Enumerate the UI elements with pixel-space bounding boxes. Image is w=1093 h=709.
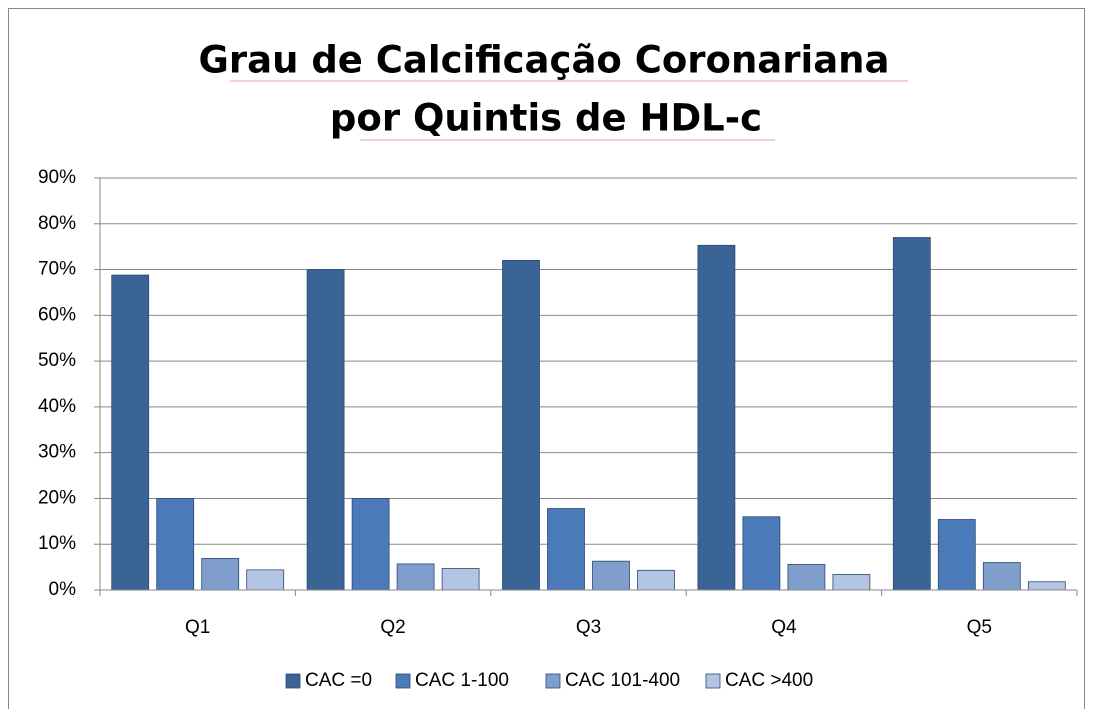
x-tick-label: Q3 — [576, 617, 601, 638]
y-tick-label: 50% — [38, 350, 76, 371]
y-tick-label: 60% — [38, 304, 76, 325]
bar — [111, 274, 150, 591]
legend-swatch — [705, 673, 721, 689]
x-tick-label: Q2 — [380, 617, 405, 638]
bar — [351, 498, 390, 591]
bar — [441, 568, 480, 591]
bar — [787, 563, 826, 591]
bar — [502, 259, 540, 591]
y-tick-label: 30% — [38, 442, 76, 463]
y-tick-label: 0% — [49, 579, 77, 600]
y-tick-label: 20% — [38, 487, 76, 508]
legend-swatch — [545, 673, 561, 689]
bar — [937, 519, 976, 591]
bar — [246, 569, 285, 591]
bar — [547, 508, 585, 591]
x-tick-label: Q4 — [771, 617, 797, 638]
legend-label: CAC 1-100 — [415, 670, 509, 691]
legend-label: CAC >400 — [725, 670, 813, 691]
x-tick-label: Q5 — [967, 617, 992, 638]
bar — [396, 563, 435, 591]
y-tick-label: 80% — [38, 213, 76, 234]
x-tick-label: Q1 — [185, 617, 210, 638]
bar — [742, 516, 781, 591]
bar — [832, 574, 871, 591]
bar — [637, 569, 675, 591]
legend-swatch — [285, 673, 301, 689]
bar — [1027, 581, 1066, 591]
y-tick-label: 70% — [38, 259, 76, 280]
legend-swatch — [395, 673, 411, 689]
bar — [892, 237, 931, 591]
bar — [156, 498, 195, 591]
legend-label: CAC 101-400 — [565, 670, 680, 691]
bar — [982, 562, 1021, 591]
bar — [201, 558, 240, 591]
bar — [697, 244, 736, 591]
y-tick-label: 90% — [38, 167, 76, 188]
bar — [306, 269, 345, 591]
legend-label: CAC =0 — [305, 670, 372, 691]
bar — [592, 560, 630, 591]
y-tick-label: 40% — [38, 396, 76, 417]
chart-title: por Quintis de HDL-c — [330, 97, 762, 140]
y-tick-label: 10% — [38, 533, 76, 554]
chart-title: Grau de Calcificação Coronariana — [199, 39, 890, 82]
